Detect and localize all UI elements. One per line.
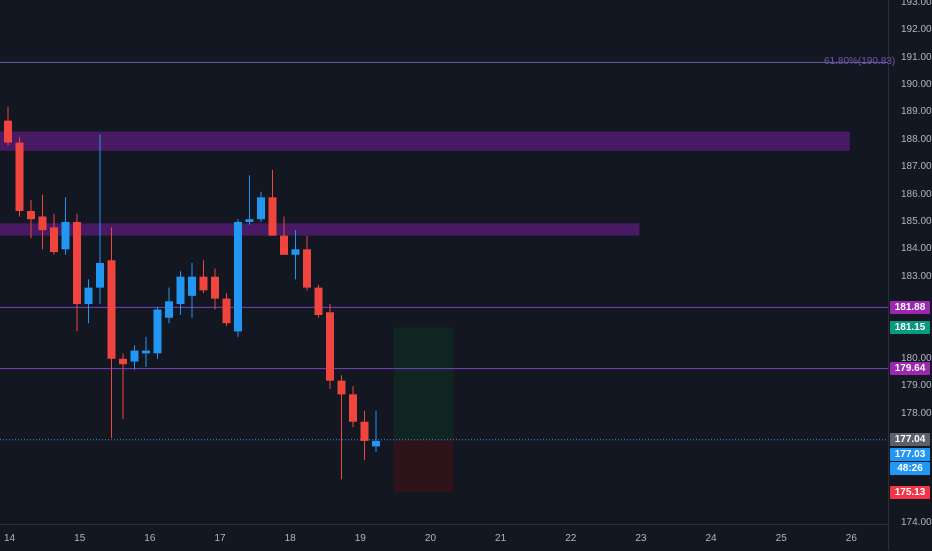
candle-body [268, 197, 277, 236]
time-tick-label: 20 [424, 533, 437, 544]
time-tick-label: 25 [775, 533, 787, 544]
candle-body [50, 227, 58, 253]
price-tick-label: 184.00 [901, 243, 932, 255]
time-tick-label: 17 [214, 533, 226, 544]
time-tick-label: 23 [635, 533, 647, 544]
price-tick-label: 185.00 [901, 215, 932, 227]
candle-body [337, 380, 346, 395]
candle-body [142, 350, 150, 354]
candle-body [27, 211, 35, 220]
time-tick-label: 22 [565, 533, 577, 544]
candle-body [234, 221, 242, 332]
candle-body [222, 298, 231, 324]
candle-body [199, 276, 208, 291]
time-tick-label: 21 [495, 533, 507, 544]
price-tick-label: 191.00 [901, 51, 932, 63]
price-tick-label: 190.00 [901, 79, 932, 91]
candle-body [303, 249, 311, 288]
candle-body [107, 260, 116, 359]
candle-body [280, 235, 288, 255]
price-axis-tag: 181.15 [890, 320, 930, 334]
candle-body [291, 249, 300, 255]
price-axis-tag: 177.04 [890, 433, 930, 447]
price-tick-label: 174.00 [901, 517, 932, 528]
price-tick-label: 189.00 [901, 106, 932, 118]
price-axis-tag: 48:26 [890, 461, 930, 475]
price-tick-label: 187.00 [901, 161, 932, 173]
time-tick-label: 18 [284, 533, 296, 544]
time-tick-label: 16 [144, 533, 156, 544]
price-tick-label: 183.00 [901, 270, 932, 282]
price-axis-tag: 181.88 [890, 300, 930, 314]
supply-zone [0, 223, 640, 236]
time-axis[interactable]: 14 15 16 17 18 19 20 21 22 23 24 25 26 [0, 524, 888, 551]
price-tick-label: 193.00 [901, 0, 932, 8]
position-target-zone [393, 327, 454, 440]
candle-body [211, 276, 219, 299]
candle-body [188, 276, 196, 296]
candle-body [165, 301, 173, 318]
candle-body [372, 440, 380, 447]
candle-body [314, 287, 323, 315]
candle-body [119, 358, 127, 365]
candle-body [176, 276, 185, 305]
time-tick-label: 19 [354, 533, 366, 544]
fib-level-label: 61.80%(190.83) [824, 56, 896, 68]
candle-body [4, 120, 12, 143]
price-tick-label: 178.00 [901, 407, 932, 419]
price-tick-label: 180.00 [901, 352, 932, 364]
candle-body [96, 263, 104, 288]
price-axis[interactable]: 193.00 192.00 191.00 190.00 189.00 188.00 187.… [888, 0, 932, 550]
price-tick-label: 192.00 [901, 24, 932, 36]
candle-body [84, 287, 93, 305]
price-tick-label: 186.00 [901, 188, 932, 200]
time-tick-label: 15 [74, 533, 86, 544]
time-tick-label: 24 [705, 533, 717, 544]
candle-body [360, 421, 369, 441]
candle-body [130, 350, 139, 362]
price-tick-label: 188.00 [901, 133, 932, 145]
position-stop-zone [393, 439, 454, 493]
price-tick-label: 179.00 [901, 380, 932, 392]
price-axis-tag: 177.03 [890, 447, 930, 461]
candle-body [153, 309, 162, 354]
supply-zone [0, 131, 850, 151]
candle-body [73, 221, 81, 305]
candle-body [326, 312, 334, 381]
candle-body [38, 216, 47, 231]
price-axis-tag: 179.64 [890, 362, 930, 376]
time-tick-label: 14 [4, 533, 16, 544]
price-axis-tag: 175.13 [890, 485, 930, 499]
candle-body [61, 221, 70, 250]
candle-body [245, 219, 254, 222]
candle-body [349, 394, 357, 422]
candle-body [15, 142, 24, 211]
candle-body [257, 197, 265, 220]
time-tick-label: 26 [845, 533, 857, 544]
